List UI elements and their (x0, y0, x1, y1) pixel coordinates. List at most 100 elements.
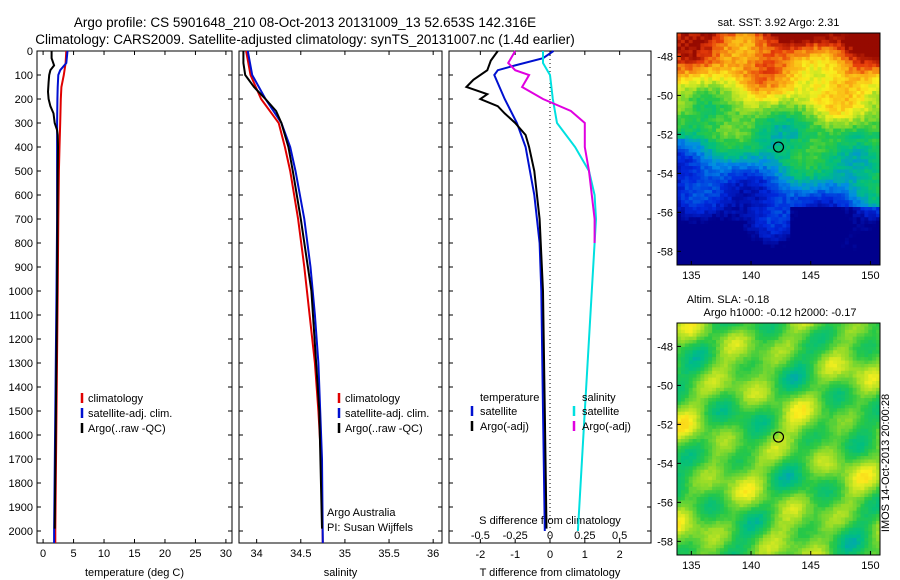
sst-map-cell (766, 118, 772, 123)
sst-map-cell (860, 118, 865, 123)
sst-map-cell (825, 53, 830, 58)
sst-map-cell (731, 224, 737, 229)
sst-map-cell (696, 50, 702, 55)
sst-map-cell (844, 227, 850, 232)
sst-map-cell (739, 125, 744, 130)
sla-map-cell (852, 323, 858, 328)
sst-map-cell (837, 53, 842, 58)
sla-map-cell (848, 333, 854, 338)
sst-map-cell (782, 53, 787, 58)
sst-map-cell (829, 196, 834, 201)
sla-map-cell (758, 394, 764, 399)
sst-map-cell (677, 152, 682, 157)
sla-map-cell (790, 323, 795, 328)
sst-map-cell (844, 104, 850, 109)
sst-map-cell (743, 111, 748, 116)
sst-map-cell (743, 131, 748, 136)
sst-map-cell (872, 183, 877, 188)
sst-map-cell (716, 207, 721, 212)
sst-map-cell (766, 207, 772, 212)
sst-map-cell (712, 200, 717, 205)
sst-map-cell (872, 234, 877, 239)
sst-map-cell (844, 207, 850, 212)
sst-map-cell (747, 227, 752, 232)
salinity-xtick-label: 35.5 (378, 548, 399, 560)
sst-map-cell (684, 111, 690, 116)
sst-map-cell (848, 227, 854, 232)
sst-map-cell (805, 237, 811, 242)
sla-map-cell (716, 336, 721, 341)
sla-map-cell (696, 384, 702, 389)
sla-map-cell (731, 357, 737, 362)
sst-map-cell (817, 169, 823, 174)
sst-map-cell (817, 172, 823, 177)
sst-map-cell (704, 125, 709, 130)
sla-map-cell (809, 350, 815, 355)
sla-map-cell (762, 363, 768, 368)
sst-map-cell (856, 60, 862, 65)
sst-map-cell (696, 80, 702, 85)
sst-map-cell (758, 237, 764, 242)
sst-map-cell (876, 108, 880, 113)
sst-map-cell (856, 50, 862, 55)
sla-map-cell (704, 384, 709, 389)
sst-map-cell (856, 159, 862, 164)
sla-map-cell (778, 363, 783, 368)
sla-map-cell (735, 398, 741, 403)
sst-map-cell (844, 73, 850, 78)
sst-map-cell (833, 247, 838, 252)
sla-map-cell (712, 377, 717, 382)
sst-map-cell (680, 125, 686, 130)
sst-map-cell (817, 166, 823, 171)
sst-map-cell (774, 111, 780, 116)
sla-map-cell (837, 387, 842, 392)
sst-map-cell (786, 56, 791, 61)
sst-map-cell (677, 145, 682, 150)
sla-map-cell (794, 398, 799, 403)
sst-map-cell (708, 50, 713, 55)
sla-map-cell (817, 377, 823, 382)
sla-map-cell (755, 333, 760, 338)
sst-map-cell (677, 125, 682, 130)
sst-map-cell (700, 91, 705, 96)
sla-map-cell (758, 353, 764, 358)
sst-map-cell (677, 244, 682, 249)
sla-map-cell (872, 387, 877, 392)
sst-map-cell (809, 53, 815, 58)
sst-map-cell (762, 152, 768, 157)
sst-map-cell (739, 77, 744, 82)
sla-map-cell (751, 346, 756, 351)
sla-map-cell (731, 377, 737, 382)
sst-map-cell (798, 73, 803, 78)
sst-map-cell (704, 244, 709, 249)
sst-map-cell (809, 220, 815, 225)
sst-map-cell (747, 125, 752, 130)
sst-map-cell (723, 217, 729, 222)
sst-map-cell (766, 220, 772, 225)
sst-map-cell (751, 251, 756, 256)
sst-map-cell (840, 155, 846, 160)
sst-map-cell (766, 142, 772, 147)
sst-map-cell (700, 80, 705, 85)
sst-map-cell (770, 138, 776, 143)
sst-map-cell (794, 46, 799, 51)
sst-map-cell (782, 145, 787, 150)
sst-map-cell (778, 60, 783, 65)
sst-map-cell (813, 172, 819, 177)
sst-map-cell (751, 149, 756, 154)
sst-map-cell (786, 241, 791, 246)
sla-map-cell (758, 333, 764, 338)
sla-map-cell (868, 360, 873, 365)
sst-map-cell (700, 111, 705, 116)
sst-map-cell (774, 254, 780, 259)
sst-map-cell (704, 224, 709, 229)
sst-map-cell (868, 131, 873, 136)
sla-map-cell (731, 353, 737, 358)
difference-s-tick-label: 0.25 (574, 530, 595, 542)
sst-map-cell (786, 189, 791, 194)
sla-map-cell (876, 377, 880, 382)
sst-map-cell (817, 77, 823, 82)
sst-map-cell (712, 193, 717, 198)
sst-map-cell (825, 43, 830, 48)
sst-map-cell (735, 247, 741, 252)
